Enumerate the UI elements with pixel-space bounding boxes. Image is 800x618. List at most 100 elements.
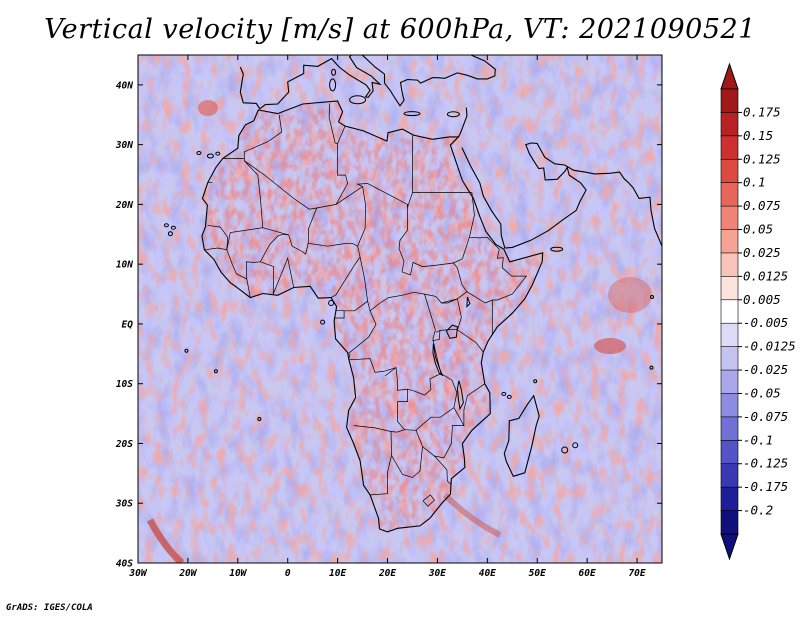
arabia-coastline [461,142,662,249]
lat-label: 40S [116,559,133,570]
colorbar-swatch [720,346,739,371]
lon-label: 40E [479,568,496,579]
colorbar-swatch [720,158,739,184]
country-border [466,249,528,304]
lat-label: EQ [122,319,134,330]
country-border [226,160,264,250]
country-border [432,329,441,342]
island [320,319,326,325]
colorbar-swatch [720,276,739,301]
lat-label: 30S [115,499,133,510]
colorbar-swatch [720,88,739,114]
lon-label: 30W [128,568,147,579]
colorbar-label: 0.125 [743,151,781,166]
island [206,153,214,159]
lon-label: 20W [178,568,197,579]
field-texture-rising [138,55,662,563]
colorbar-label: -0.05 [743,385,781,400]
colorbar-swatch [720,135,739,160]
lon-label: 10W [229,568,247,579]
field-texture-land [201,101,543,532]
colorbar-swatch [720,252,739,277]
lat-label: 20N [115,200,133,211]
island [167,231,173,237]
field-texture-light [138,55,662,563]
colorbar-swatch [720,205,739,231]
colorbar-swatch [720,510,739,535]
map-title: Vertical velocity [m/s] at 600hPa, VT: 2… [44,14,756,45]
lake-outline [432,343,444,377]
country-border [357,186,458,312]
island [446,111,460,118]
colorbar-label: -0.0125 [743,339,796,354]
country-border [335,135,413,208]
lon-label: 70E [628,568,645,579]
longitude-axis: 30W 20W 10W 0 10E 20E 30E 40E 50E 60E 70E [128,55,646,579]
country-border [398,204,468,292]
island [215,151,221,156]
colorbar-label: 0.005 [743,292,781,307]
field-texture-sinking [138,55,662,563]
uplift-band [146,518,185,563]
colorbar-swatch [720,322,739,348]
colorbar-label: -0.1 [743,432,773,447]
island [550,246,564,252]
island [572,442,579,449]
island [213,369,218,374]
island [403,111,421,117]
country-border [441,298,458,304]
country-border [468,192,500,250]
colorbar: 0.175 0.15 0.125 0.1 0.075 0.05 0.025 0.0125 0.0… [720,62,796,561]
country-border [330,256,361,298]
island [349,95,367,105]
uplift-patch [198,100,218,116]
country-border [440,373,485,427]
colorbar-label: 0.05 [743,222,773,237]
island [329,78,337,92]
colorbar-label: -0.025 [743,362,788,377]
country-border [336,300,368,312]
colorbar-label: 0.0125 [743,268,788,283]
island [331,68,337,76]
colorbar-label: 0.175 [743,104,781,119]
colorbar-swatch [720,299,739,324]
lat-label: 40N [116,80,133,91]
uplift-band [442,492,502,538]
country-border [245,261,261,298]
vertical-velocity-field [138,55,662,563]
country-border [348,353,351,360]
lake-outline [456,380,464,411]
country-border [434,455,452,485]
island [163,223,169,228]
country-border [422,494,435,507]
country-border [244,103,348,210]
country-border [456,291,484,353]
country-borders [204,103,528,507]
country-border [348,293,442,396]
islands [163,68,654,454]
colorbar-bottom-arrow [720,533,739,561]
island [328,300,335,306]
colorbar-label: -0.2 [743,503,773,518]
madagascar-coastline [503,394,540,477]
colorbar-label: -0.175 [743,479,788,494]
colorbar-swatch [720,463,739,488]
island [170,225,176,230]
island [196,151,202,155]
colorbar-top-arrow [720,62,739,90]
island [257,417,262,421]
country-border [391,446,423,478]
lat-label: 10S [116,379,133,390]
colorbar-swatch [720,393,739,418]
island [533,379,538,384]
island [184,348,189,353]
country-border [337,125,346,144]
colorbar-swatch [720,229,739,254]
island [501,391,507,396]
country-border [204,247,247,280]
country-border [415,425,464,459]
island [650,295,654,299]
island [561,446,569,454]
lake-outline [445,324,458,339]
